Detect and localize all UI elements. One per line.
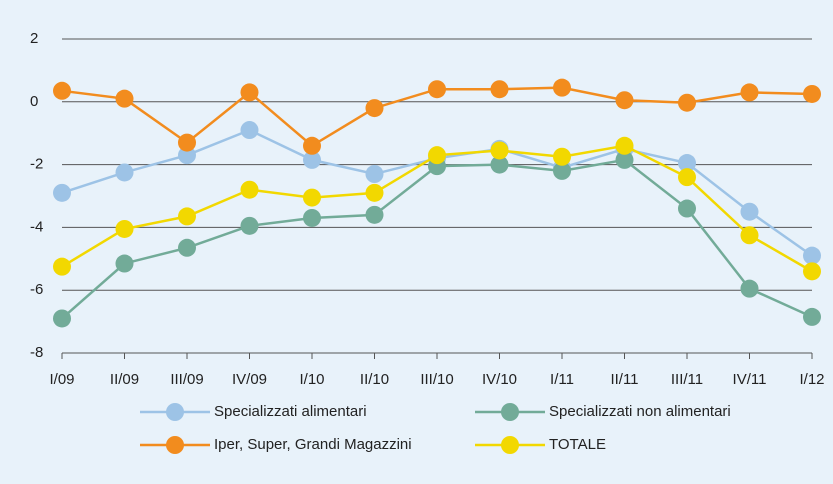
x-tick-label: IV/10 <box>482 371 517 388</box>
point <box>678 168 696 187</box>
x-tick-label: III/09 <box>170 371 203 388</box>
point <box>53 81 71 100</box>
point <box>740 83 759 102</box>
point <box>115 254 134 273</box>
point <box>740 226 759 245</box>
point <box>115 89 134 108</box>
legend-marker <box>166 436 184 454</box>
point <box>615 150 634 169</box>
point <box>178 133 196 152</box>
legend-marker <box>166 403 184 421</box>
point <box>240 121 259 140</box>
point <box>178 207 196 226</box>
x-tick-label: I/10 <box>299 371 324 388</box>
point <box>803 246 821 265</box>
x-tick-label: I/11 <box>550 371 574 388</box>
x-tick-label: III/10 <box>420 371 453 388</box>
x-tick-label: I/12 <box>799 371 824 388</box>
legend-label: Specializzati alimentari <box>214 403 367 420</box>
point <box>428 80 446 99</box>
point <box>740 279 759 298</box>
x-tick-label: IV/11 <box>733 371 767 388</box>
point <box>615 91 634 110</box>
legend-label: Specializzati non alimentari <box>549 403 731 420</box>
point <box>365 183 384 202</box>
x-tick-label: II/11 <box>610 371 638 388</box>
point <box>553 78 571 97</box>
point <box>240 83 259 102</box>
x-tick-label: IV/09 <box>232 371 267 388</box>
legend-label: Iper, Super, Grandi Magazzini <box>214 436 412 453</box>
point <box>428 146 446 165</box>
point <box>553 147 571 166</box>
point <box>803 262 821 281</box>
point <box>240 180 259 199</box>
legend-label: TOTALE <box>549 436 606 453</box>
point <box>115 163 134 182</box>
point <box>740 202 759 221</box>
point <box>365 165 384 184</box>
x-tick-label: II/09 <box>110 371 139 388</box>
x-tick-label: III/11 <box>671 371 703 388</box>
point <box>365 99 384 118</box>
point <box>678 93 696 112</box>
point <box>553 161 571 180</box>
point <box>303 208 321 227</box>
point <box>53 309 71 328</box>
point <box>365 205 384 224</box>
y-tick-label: -8 <box>30 344 43 361</box>
point <box>178 238 196 257</box>
series-line <box>61 158 813 320</box>
point <box>240 216 259 235</box>
point <box>303 136 321 155</box>
legend-marker <box>501 436 519 454</box>
point <box>490 80 509 99</box>
y-tick-label: 2 <box>30 30 38 47</box>
point <box>678 154 696 173</box>
point <box>490 141 509 160</box>
point <box>303 150 321 169</box>
point <box>490 155 509 174</box>
legend-marker <box>501 403 519 421</box>
point <box>803 307 821 326</box>
point <box>803 84 821 103</box>
point <box>615 136 634 155</box>
point <box>178 146 196 165</box>
point <box>53 257 71 276</box>
y-tick-label: 0 <box>30 93 38 110</box>
point <box>303 188 321 207</box>
y-tick-label: -2 <box>30 156 43 173</box>
point <box>115 219 134 238</box>
x-tick-label: I/09 <box>49 371 74 388</box>
point <box>678 199 696 218</box>
point <box>53 183 71 202</box>
x-tick-label: II/10 <box>360 371 389 388</box>
y-tick-label: -6 <box>30 281 43 298</box>
y-tick-label: -4 <box>30 218 43 235</box>
